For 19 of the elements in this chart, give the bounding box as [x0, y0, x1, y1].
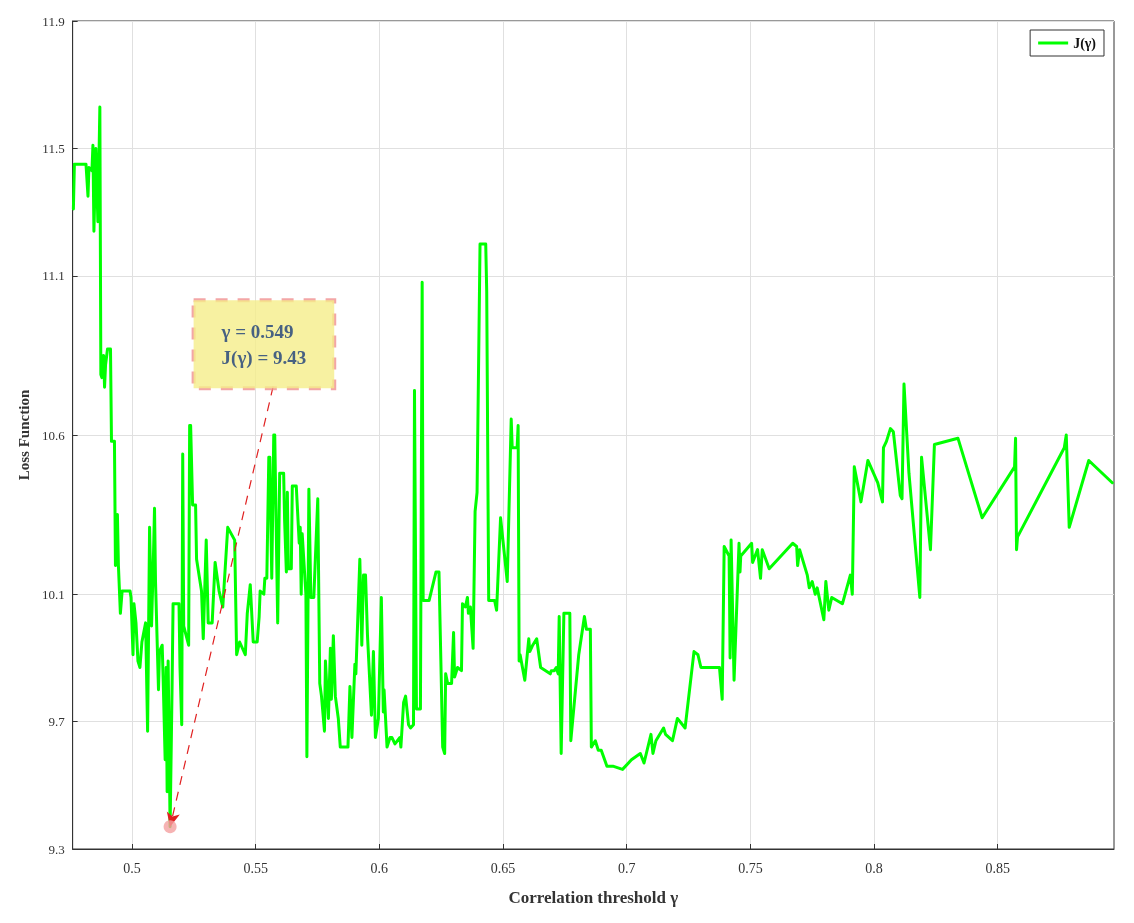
x-tick-label: 0.85	[985, 860, 1010, 876]
y-tick-label: 11.1	[42, 268, 65, 284]
x-axis-title: Correlation threshold γ	[508, 888, 679, 907]
y-tick-label: 11.5	[42, 140, 65, 156]
x-tick-label: 0.65	[490, 860, 516, 876]
annotation: γ = 0.549 J(γ) = 9.43	[220, 320, 307, 369]
legend-label: J(γ)	[1073, 35, 1097, 52]
y-tick-label: 10.6	[41, 427, 66, 443]
y-tick-label: 9.7	[48, 714, 66, 730]
y-tick-label: 11.9	[42, 13, 65, 29]
y-axis-title: Loss Function	[15, 389, 32, 481]
y-tick-label: 9.3	[48, 841, 65, 857]
x-tick-label: 0.5	[123, 860, 141, 876]
x-tick-label: 0.7	[617, 860, 636, 876]
x-tick-label: 0.6	[370, 860, 389, 876]
x-tick-label: 0.75	[738, 860, 763, 876]
x-tick-label: 0.8	[865, 860, 883, 876]
x-tick-label: 0.55	[243, 860, 268, 876]
y-tick-label: 10.1	[41, 586, 65, 602]
